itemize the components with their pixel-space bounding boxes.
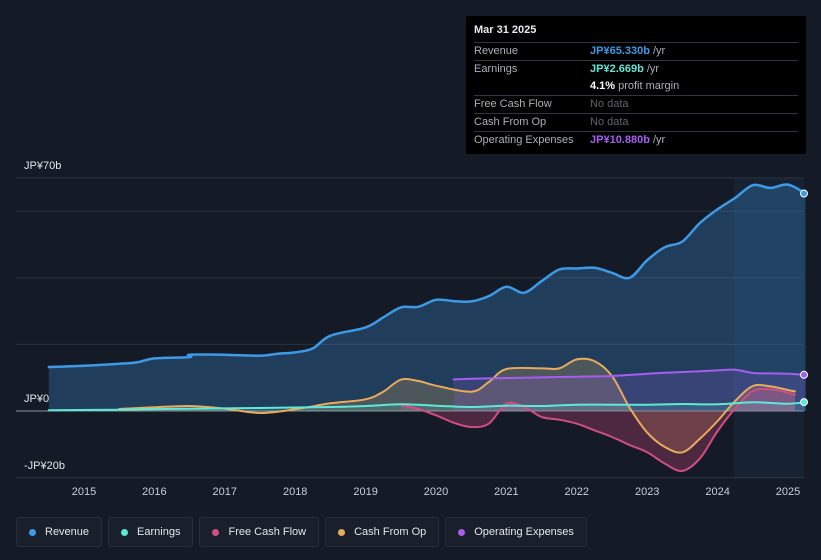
tooltip-date: Mar 31 2025 (474, 24, 537, 36)
operating-expenses-area (453, 369, 806, 411)
revenue-area (48, 184, 806, 411)
series-lines (47, 183, 807, 472)
tooltip-label: Earnings (474, 63, 518, 75)
tooltip-value: JP¥65.330b (590, 45, 650, 57)
tooltip-unit: /yr (652, 134, 666, 146)
x-tick-label: 2019 (353, 486, 377, 498)
tooltip-row-margin: 4.1% profit margin (474, 78, 798, 95)
y-label-bottom: -JP¥20b (24, 460, 65, 472)
x-tick-label: 2021 (494, 486, 518, 498)
tooltip-label: Free Cash Flow (474, 98, 552, 110)
tooltip-row-opex: Operating Expenses JP¥10.880b /yr (474, 131, 798, 149)
earnings-line (47, 401, 807, 412)
legend-item-free-cash-flow[interactable]: Free Cash Flow (199, 517, 320, 547)
tooltip-label: Revenue (474, 45, 519, 57)
tooltip-unit: profit margin (618, 80, 680, 92)
x-axis-ticks: 2015 2016 2017 2018 2019 2020 2021 2022 2023 2024… (72, 486, 800, 498)
tooltip-value: 4.1% (590, 80, 616, 92)
legend-dot-icon (212, 528, 220, 536)
x-tick-label: 2015 (72, 486, 96, 498)
x-tick-label: 2016 (142, 486, 166, 498)
tooltip-row-fcf: Free Cash Flow No data (474, 95, 798, 113)
y-label-zero: JP¥0 (24, 393, 50, 405)
legend-label: Revenue (45, 526, 90, 538)
x-tick-label: 2025 (776, 486, 800, 498)
legend: Revenue Earnings Free Cash Flow Cash Fro… (16, 517, 587, 547)
tooltip-value: JP¥2.669b (590, 63, 644, 75)
free-cash-flow-area (400, 388, 795, 472)
free-cash-flow-line (399, 387, 796, 472)
tooltip-row-cfo: Cash From Op No data (474, 113, 798, 131)
tooltip-panel: Mar 31 2025 Revenue JP¥65.330b /yr Earni… (466, 16, 806, 154)
legend-label: Cash From Op (354, 526, 427, 538)
legend-label: Earnings (137, 526, 181, 538)
tooltip-label: Cash From Op (474, 116, 547, 128)
legend-item-revenue[interactable]: Revenue (16, 517, 103, 547)
x-tick-label: 2017 (213, 486, 237, 498)
y-label-top: JP¥70b (24, 160, 62, 172)
cash-from-op-line (118, 357, 796, 454)
tooltip-value: No data (590, 98, 629, 110)
operating-expenses-end-marker (800, 370, 808, 379)
tooltip-row-revenue: Revenue JP¥65.330b /yr (474, 42, 798, 60)
legend-dot-icon (121, 528, 129, 536)
x-tick-label: 2024 (705, 486, 729, 498)
tooltip-label (474, 78, 590, 95)
legend-label: Free Cash Flow (228, 526, 307, 538)
legend-dot-icon (29, 528, 36, 536)
earnings-end-marker (800, 398, 808, 407)
tooltip-value: No data (590, 116, 629, 128)
legend-label: Operating Expenses (474, 526, 574, 538)
x-tick-label: 2023 (635, 486, 659, 498)
revenue-line (47, 183, 807, 369)
legend-dot-icon (338, 528, 346, 536)
legend-item-earnings[interactable]: Earnings (108, 517, 194, 547)
highlight-region (734, 178, 804, 479)
revenue-end-marker (800, 189, 808, 198)
x-tick-label: 2022 (565, 486, 589, 498)
tooltip-unit: /yr (652, 45, 666, 57)
legend-dot-icon (458, 528, 466, 536)
series-end-markers (800, 189, 808, 407)
series-areas (48, 184, 806, 472)
tooltip-value: JP¥10.880b (590, 134, 650, 146)
x-tick-label: 2020 (424, 486, 448, 498)
gridlines (16, 177, 804, 479)
operating-expenses-line (452, 368, 807, 381)
legend-item-operating-expenses[interactable]: Operating Expenses (445, 517, 587, 547)
tooltip-label: Operating Expenses (474, 134, 574, 146)
legend-item-cash-from-op[interactable]: Cash From Op (325, 517, 440, 547)
x-tick-label: 2018 (283, 486, 307, 498)
tooltip-row-earnings: Earnings JP¥2.669b /yr (474, 60, 798, 78)
tooltip-unit: /yr (646, 63, 660, 75)
